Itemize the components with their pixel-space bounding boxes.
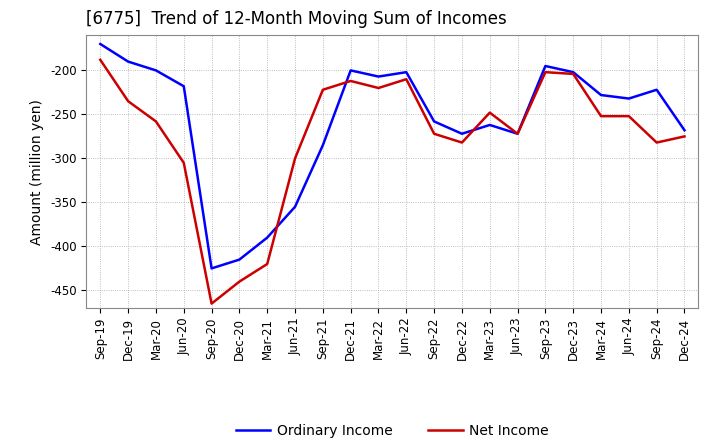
Ordinary Income xyxy=(652,87,661,92)
Text: [6775]  Trend of 12-Month Moving Sum of Incomes: [6775] Trend of 12-Month Moving Sum of I… xyxy=(86,10,507,28)
Net Income xyxy=(458,140,467,145)
Net Income xyxy=(179,160,188,165)
Net Income xyxy=(152,119,161,124)
Net Income xyxy=(374,85,383,91)
Ordinary Income xyxy=(513,131,522,136)
Net Income xyxy=(263,261,271,267)
Ordinary Income xyxy=(207,266,216,271)
Y-axis label: Amount (million yen): Amount (million yen) xyxy=(30,99,45,245)
Net Income xyxy=(235,279,243,284)
Net Income xyxy=(569,71,577,77)
Net Income xyxy=(541,70,550,75)
Net Income xyxy=(318,87,327,92)
Net Income xyxy=(402,77,410,82)
Net Income xyxy=(597,114,606,119)
Ordinary Income xyxy=(346,68,355,73)
Line: Net Income: Net Income xyxy=(100,60,685,304)
Ordinary Income xyxy=(569,70,577,75)
Net Income xyxy=(291,156,300,161)
Net Income xyxy=(680,134,689,139)
Line: Ordinary Income: Ordinary Income xyxy=(100,44,685,268)
Ordinary Income xyxy=(485,122,494,128)
Ordinary Income xyxy=(263,235,271,240)
Ordinary Income xyxy=(235,257,243,262)
Ordinary Income xyxy=(374,74,383,79)
Net Income xyxy=(124,99,132,104)
Ordinary Income xyxy=(291,204,300,209)
Ordinary Income xyxy=(624,96,633,101)
Net Income xyxy=(430,131,438,136)
Ordinary Income xyxy=(402,70,410,75)
Ordinary Income xyxy=(430,119,438,124)
Ordinary Income xyxy=(318,143,327,148)
Net Income xyxy=(485,110,494,115)
Net Income xyxy=(346,78,355,84)
Net Income xyxy=(652,140,661,145)
Ordinary Income xyxy=(124,59,132,64)
Ordinary Income xyxy=(96,41,104,47)
Net Income xyxy=(207,301,216,306)
Net Income xyxy=(513,131,522,136)
Ordinary Income xyxy=(152,68,161,73)
Ordinary Income xyxy=(597,92,606,98)
Ordinary Income xyxy=(541,63,550,69)
Legend: Ordinary Income, Net Income: Ordinary Income, Net Income xyxy=(230,418,554,440)
Net Income xyxy=(624,114,633,119)
Ordinary Income xyxy=(680,128,689,133)
Net Income xyxy=(96,57,104,62)
Ordinary Income xyxy=(179,84,188,89)
Ordinary Income xyxy=(458,131,467,136)
